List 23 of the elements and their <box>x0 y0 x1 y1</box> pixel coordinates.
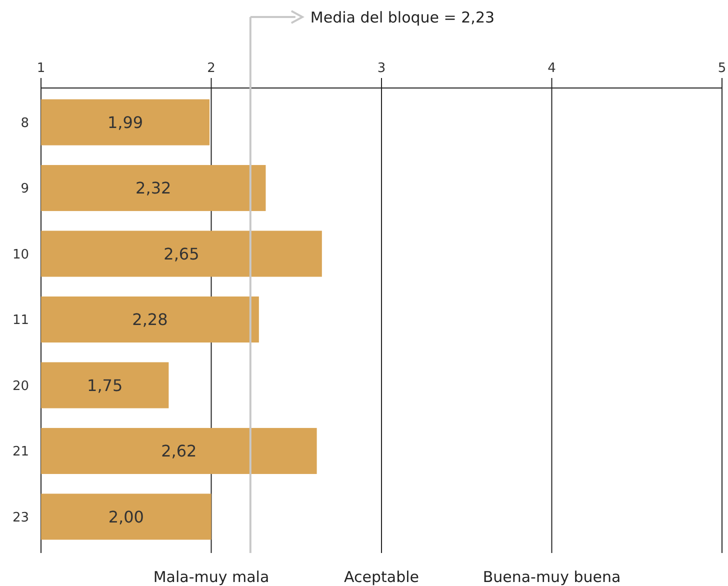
data-label: 2,32 <box>136 178 172 198</box>
data-label: 1,99 <box>107 112 144 132</box>
y-tick-label: 8 <box>20 116 29 131</box>
text: Aceptable <box>344 568 419 586</box>
text: Mala-muy mala <box>153 568 270 586</box>
y-tick-label: 21 <box>12 444 29 460</box>
data-label: 2,00 <box>108 507 144 526</box>
x-tick-label: 3 <box>377 61 386 76</box>
y-tick-label: 20 <box>12 378 29 394</box>
x-tick-label: 2 <box>207 61 216 76</box>
x-tick-label: 4 <box>548 61 556 76</box>
data-label: 1,75 <box>87 376 123 395</box>
y-tick-label: 10 <box>12 247 29 262</box>
ref-line-label: Media del bloque = 2,23 <box>310 8 495 26</box>
x-tick-label: 5 <box>718 61 726 76</box>
text: Buena-muy buena <box>482 568 621 586</box>
y-tick-label: 9 <box>20 182 29 197</box>
x-tick-label: 1 <box>36 61 46 76</box>
data-label: 2,28 <box>132 310 168 330</box>
data-label: 2,65 <box>164 244 200 264</box>
y-tick-label: 23 <box>12 510 29 526</box>
data-label: 2,62 <box>161 442 197 461</box>
y-tick-label: 11 <box>12 313 29 328</box>
